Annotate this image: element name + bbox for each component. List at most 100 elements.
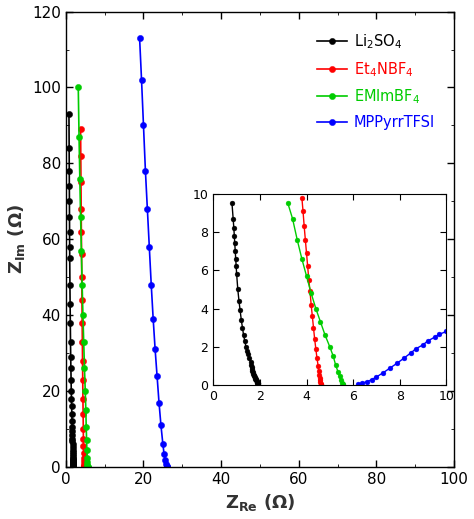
Li$_2$SO$_4$ xyxy=(70,435,75,442)
Li$_2$SO$_4$ xyxy=(67,255,73,262)
EMImBF$_4$ xyxy=(80,312,86,318)
Li$_2$SO$_4$ xyxy=(70,457,76,463)
EMImBF$_4$ xyxy=(84,459,90,466)
Li$_2$SO$_4$ xyxy=(67,244,73,250)
MPPyrrTFSI xyxy=(150,316,156,322)
Et$_4$NBF$_4$ xyxy=(81,461,87,467)
Li$_2$SO$_4$ xyxy=(66,198,72,204)
Et$_4$NBF$_4$ xyxy=(80,395,86,402)
Et$_4$NBF$_4$ xyxy=(78,126,83,132)
Li$_2$SO$_4$ xyxy=(67,213,73,220)
Li$_2$SO$_4$ xyxy=(66,111,72,117)
Et$_4$NBF$_4$ xyxy=(81,463,87,469)
MPPyrrTFSI xyxy=(163,457,168,463)
Li$_2$SO$_4$ xyxy=(68,365,74,372)
Li$_2$SO$_4$ xyxy=(70,438,75,444)
Li$_2$SO$_4$ xyxy=(67,301,73,307)
EMImBF$_4$ xyxy=(85,464,91,470)
EMImBF$_4$ xyxy=(79,248,84,254)
Li$_2$SO$_4$ xyxy=(66,168,72,174)
EMImBF$_4$ xyxy=(75,85,81,91)
Li$_2$SO$_4$ xyxy=(68,339,73,345)
MPPyrrTFSI xyxy=(145,206,150,212)
EMImBF$_4$ xyxy=(76,134,82,140)
MPPyrrTFSI xyxy=(158,422,164,428)
Li$_2$SO$_4$ xyxy=(69,418,75,425)
MPPyrrTFSI xyxy=(164,463,170,469)
Li$_2$SO$_4$ xyxy=(70,432,75,438)
Et$_4$NBF$_4$ xyxy=(79,251,84,257)
Line: Li$_2$SO$_4$: Li$_2$SO$_4$ xyxy=(66,111,76,470)
Legend: Li$_2$SO$_4$, Et$_4$NBF$_4$, EMImBF$_4$, MPPyrrTFSI: Li$_2$SO$_4$, Et$_4$NBF$_4$, EMImBF$_4$,… xyxy=(318,33,435,130)
Et$_4$NBF$_4$ xyxy=(81,463,87,470)
MPPyrrTFSI xyxy=(161,450,167,457)
Line: Et$_4$NBF$_4$: Et$_4$NBF$_4$ xyxy=(77,126,87,470)
Li$_2$SO$_4$ xyxy=(67,320,73,326)
Li$_2$SO$_4$ xyxy=(68,377,74,383)
EMImBF$_4$ xyxy=(83,407,89,413)
Li$_2$SO$_4$ xyxy=(70,441,75,447)
Li$_2$SO$_4$ xyxy=(70,459,76,465)
Et$_4$NBF$_4$ xyxy=(81,458,87,465)
EMImBF$_4$ xyxy=(83,424,89,430)
Li$_2$SO$_4$ xyxy=(66,183,72,189)
Et$_4$NBF$_4$ xyxy=(81,426,86,432)
EMImBF$_4$ xyxy=(81,339,87,345)
MPPyrrTFSI xyxy=(164,463,170,470)
Line: MPPyrrTFSI: MPPyrrTFSI xyxy=(137,35,171,470)
EMImBF$_4$ xyxy=(79,282,85,288)
MPPyrrTFSI xyxy=(152,346,158,352)
Li$_2$SO$_4$ xyxy=(70,458,76,465)
Li$_2$SO$_4$ xyxy=(71,463,76,470)
Line: EMImBF$_4$: EMImBF$_4$ xyxy=(75,85,91,470)
MPPyrrTFSI xyxy=(163,461,169,467)
Li$_2$SO$_4$ xyxy=(70,453,76,459)
MPPyrrTFSI xyxy=(139,77,145,83)
Li$_2$SO$_4$ xyxy=(70,449,75,455)
EMImBF$_4$ xyxy=(77,175,82,182)
Li$_2$SO$_4$ xyxy=(71,462,76,469)
X-axis label: $\mathbf{Z_{Re}}$ $\mathbf{(\Omega)}$: $\mathbf{Z_{Re}}$ $\mathbf{(\Omega)}$ xyxy=(225,493,295,513)
Li$_2$SO$_4$ xyxy=(66,145,72,152)
Li$_2$SO$_4$ xyxy=(70,456,76,462)
Et$_4$NBF$_4$ xyxy=(78,206,84,212)
Et$_4$NBF$_4$ xyxy=(81,455,86,461)
Et$_4$NBF$_4$ xyxy=(80,339,85,345)
EMImBF$_4$ xyxy=(84,438,90,444)
Li$_2$SO$_4$ xyxy=(70,460,76,466)
Et$_4$NBF$_4$ xyxy=(80,358,85,364)
Et$_4$NBF$_4$ xyxy=(79,274,84,280)
Li$_2$SO$_4$ xyxy=(69,428,75,434)
MPPyrrTFSI xyxy=(156,400,162,406)
Li$_2$SO$_4$ xyxy=(70,451,76,457)
Li$_2$SO$_4$ xyxy=(68,354,73,360)
Y-axis label: $\mathbf{Z_{Im}}$ $\mathbf{(\Omega)}$: $\mathbf{Z_{Im}}$ $\mathbf{(\Omega)}$ xyxy=(6,204,27,275)
MPPyrrTFSI xyxy=(164,464,170,470)
Li$_2$SO$_4$ xyxy=(70,455,76,461)
MPPyrrTFSI xyxy=(141,122,146,129)
Li$_2$SO$_4$ xyxy=(69,395,74,402)
Et$_4$NBF$_4$ xyxy=(78,179,84,185)
Li$_2$SO$_4$ xyxy=(71,463,76,469)
EMImBF$_4$ xyxy=(85,463,91,469)
EMImBF$_4$ xyxy=(78,213,83,220)
MPPyrrTFSI xyxy=(154,373,160,379)
Et$_4$NBF$_4$ xyxy=(80,377,86,383)
MPPyrrTFSI xyxy=(148,282,154,288)
EMImBF$_4$ xyxy=(84,462,90,468)
Li$_2$SO$_4$ xyxy=(70,446,75,453)
Li$_2$SO$_4$ xyxy=(70,444,75,450)
MPPyrrTFSI xyxy=(146,244,152,250)
Li$_2$SO$_4$ xyxy=(68,388,74,394)
Li$_2$SO$_4$ xyxy=(71,463,76,469)
Li$_2$SO$_4$ xyxy=(67,282,73,288)
Et$_4$NBF$_4$ xyxy=(78,153,83,159)
MPPyrrTFSI xyxy=(137,35,143,41)
EMImBF$_4$ xyxy=(82,388,88,394)
Et$_4$NBF$_4$ xyxy=(81,443,86,449)
Li$_2$SO$_4$ xyxy=(69,411,75,417)
Li$_2$SO$_4$ xyxy=(69,403,74,409)
EMImBF$_4$ xyxy=(84,455,90,461)
MPPyrrTFSI xyxy=(143,168,148,174)
EMImBF$_4$ xyxy=(84,447,90,453)
